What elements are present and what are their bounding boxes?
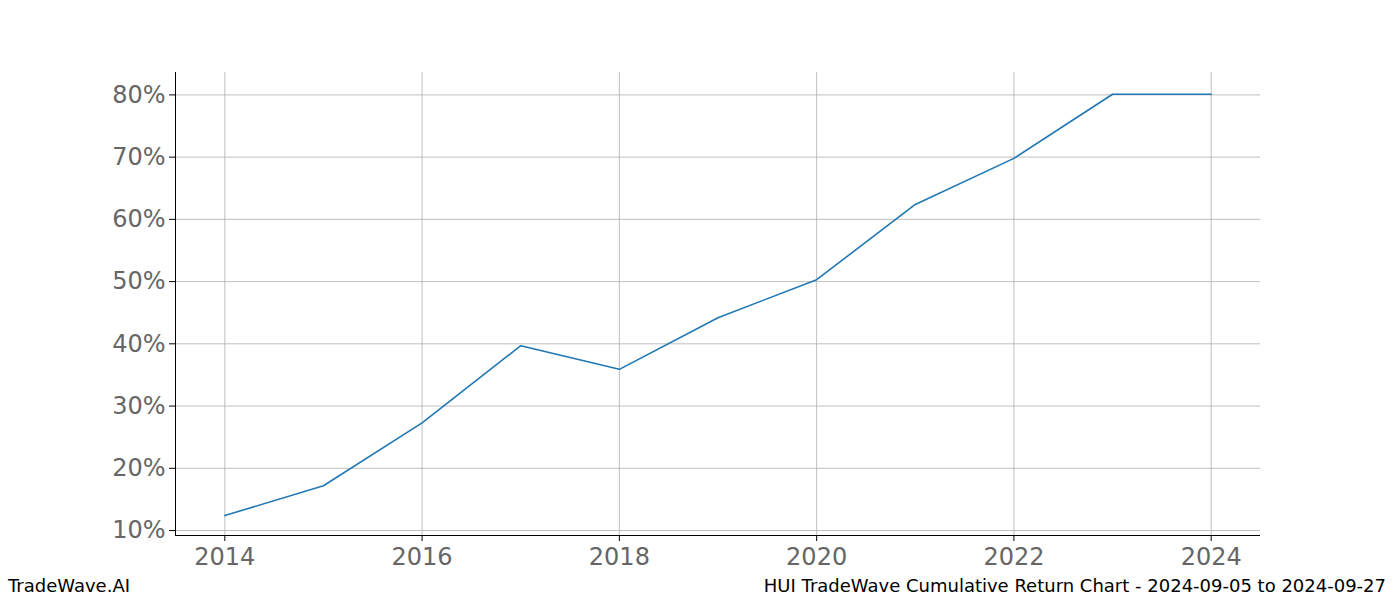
svg-text:2022: 2022 — [983, 543, 1044, 571]
svg-text:70%: 70% — [112, 143, 165, 171]
svg-text:30%: 30% — [112, 392, 165, 420]
svg-text:2014: 2014 — [194, 543, 255, 571]
svg-text:2020: 2020 — [786, 543, 847, 571]
svg-text:40%: 40% — [112, 330, 165, 358]
svg-text:2024: 2024 — [1181, 543, 1242, 571]
svg-text:60%: 60% — [112, 205, 165, 233]
html-text:HUI TradeWave Cumulative Retur: HUI TradeWave Cumulative Return Chart - … — [763, 575, 1386, 596]
svg-text:50%: 50% — [112, 267, 165, 295]
svg-text:80%: 80% — [112, 81, 165, 109]
html-text:TradeWave.AI: TradeWave.AI — [8, 575, 130, 596]
svg-text:2016: 2016 — [392, 543, 453, 571]
svg-text:2018: 2018 — [589, 543, 650, 571]
svg-text:10%: 10% — [112, 516, 165, 544]
svg-text:20%: 20% — [112, 454, 165, 482]
